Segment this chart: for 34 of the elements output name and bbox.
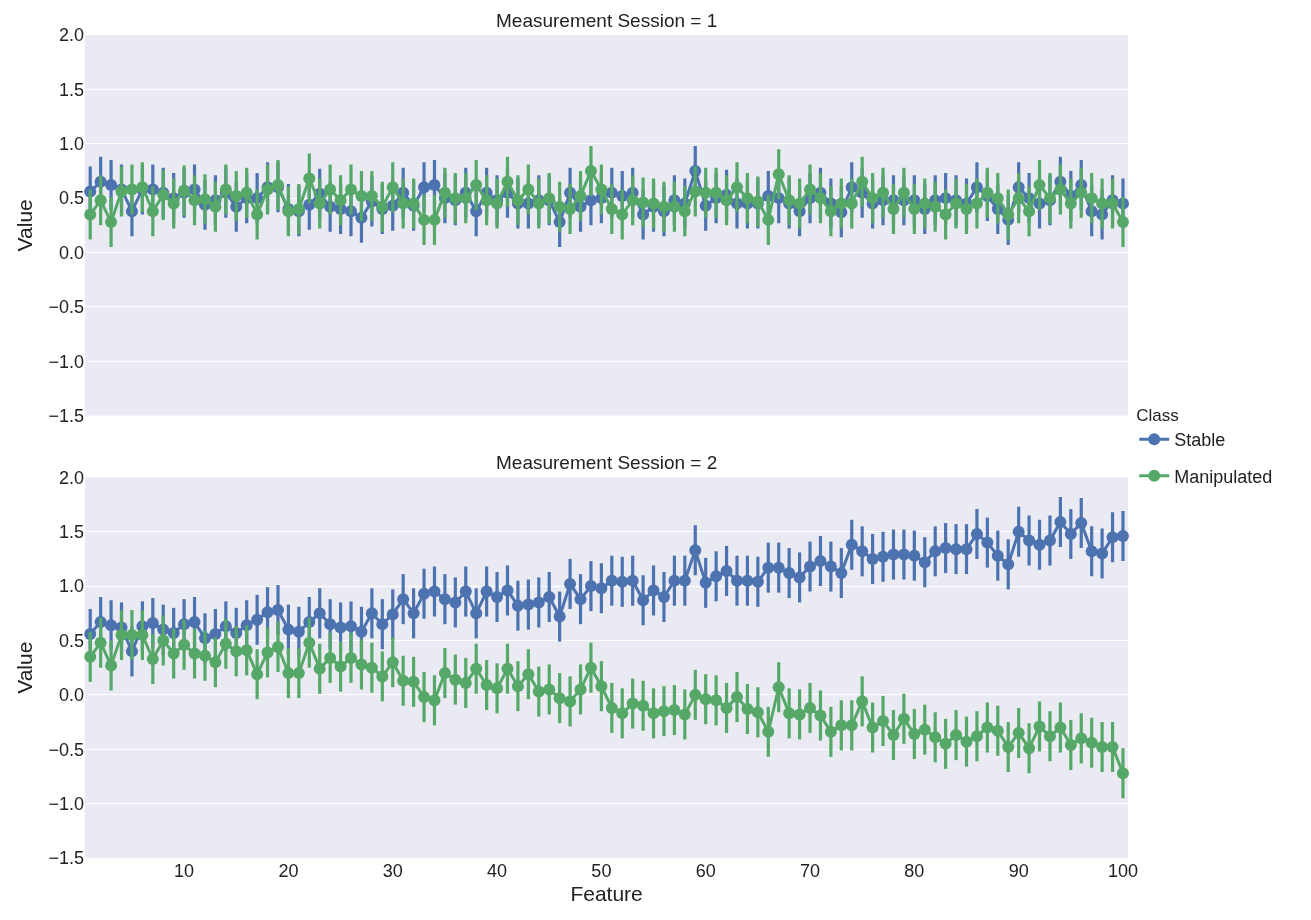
y-tick-label: 0.0 xyxy=(58,242,84,263)
x-tick-label: 20 xyxy=(278,861,299,881)
x-tick-label: 10 xyxy=(174,861,195,881)
chart-title: Measurement Session = 2 xyxy=(496,452,718,473)
y-tick-label: 0.5 xyxy=(58,630,84,651)
x-tick-label: 90 xyxy=(1008,861,1029,881)
y-tick-label: 2.0 xyxy=(58,467,84,488)
y-tick-label: 1.5 xyxy=(58,522,84,543)
y-tick-label: −0.5 xyxy=(48,297,84,318)
y-tick-label: 0.0 xyxy=(58,685,84,706)
y-tick-label: 1.5 xyxy=(58,79,84,100)
y-tick-label: 1.0 xyxy=(58,576,84,597)
y-tick-label: −0.5 xyxy=(48,739,84,760)
x-tick-label: 100 xyxy=(1107,861,1138,881)
x-axis-title: Feature xyxy=(570,882,643,906)
y-tick-label: 1.0 xyxy=(58,134,84,155)
x-tick-label: 80 xyxy=(904,861,925,881)
x-tick-label: 30 xyxy=(382,861,403,881)
legend-label: Manipulated xyxy=(1174,466,1273,487)
x-tick-label: 40 xyxy=(487,861,508,881)
y-tick-label: −1.5 xyxy=(48,848,84,869)
y-tick-label: −1.0 xyxy=(48,793,84,814)
y-tick-label: 0.5 xyxy=(58,188,84,209)
x-tick-label: 50 xyxy=(591,861,612,881)
y-tick-label: 2.0 xyxy=(58,25,84,46)
x-tick-label: 70 xyxy=(800,861,821,881)
y-axis-title: Value xyxy=(12,199,36,252)
chart-title: Measurement Session = 1 xyxy=(496,10,718,31)
x-tick-label: 60 xyxy=(695,861,716,881)
y-axis-title: Value xyxy=(12,641,36,694)
legend-title: Class xyxy=(1136,406,1179,426)
y-tick-label: −1.0 xyxy=(48,351,84,372)
y-tick-label: −1.5 xyxy=(48,405,84,426)
legend-label: Stable xyxy=(1174,430,1226,451)
